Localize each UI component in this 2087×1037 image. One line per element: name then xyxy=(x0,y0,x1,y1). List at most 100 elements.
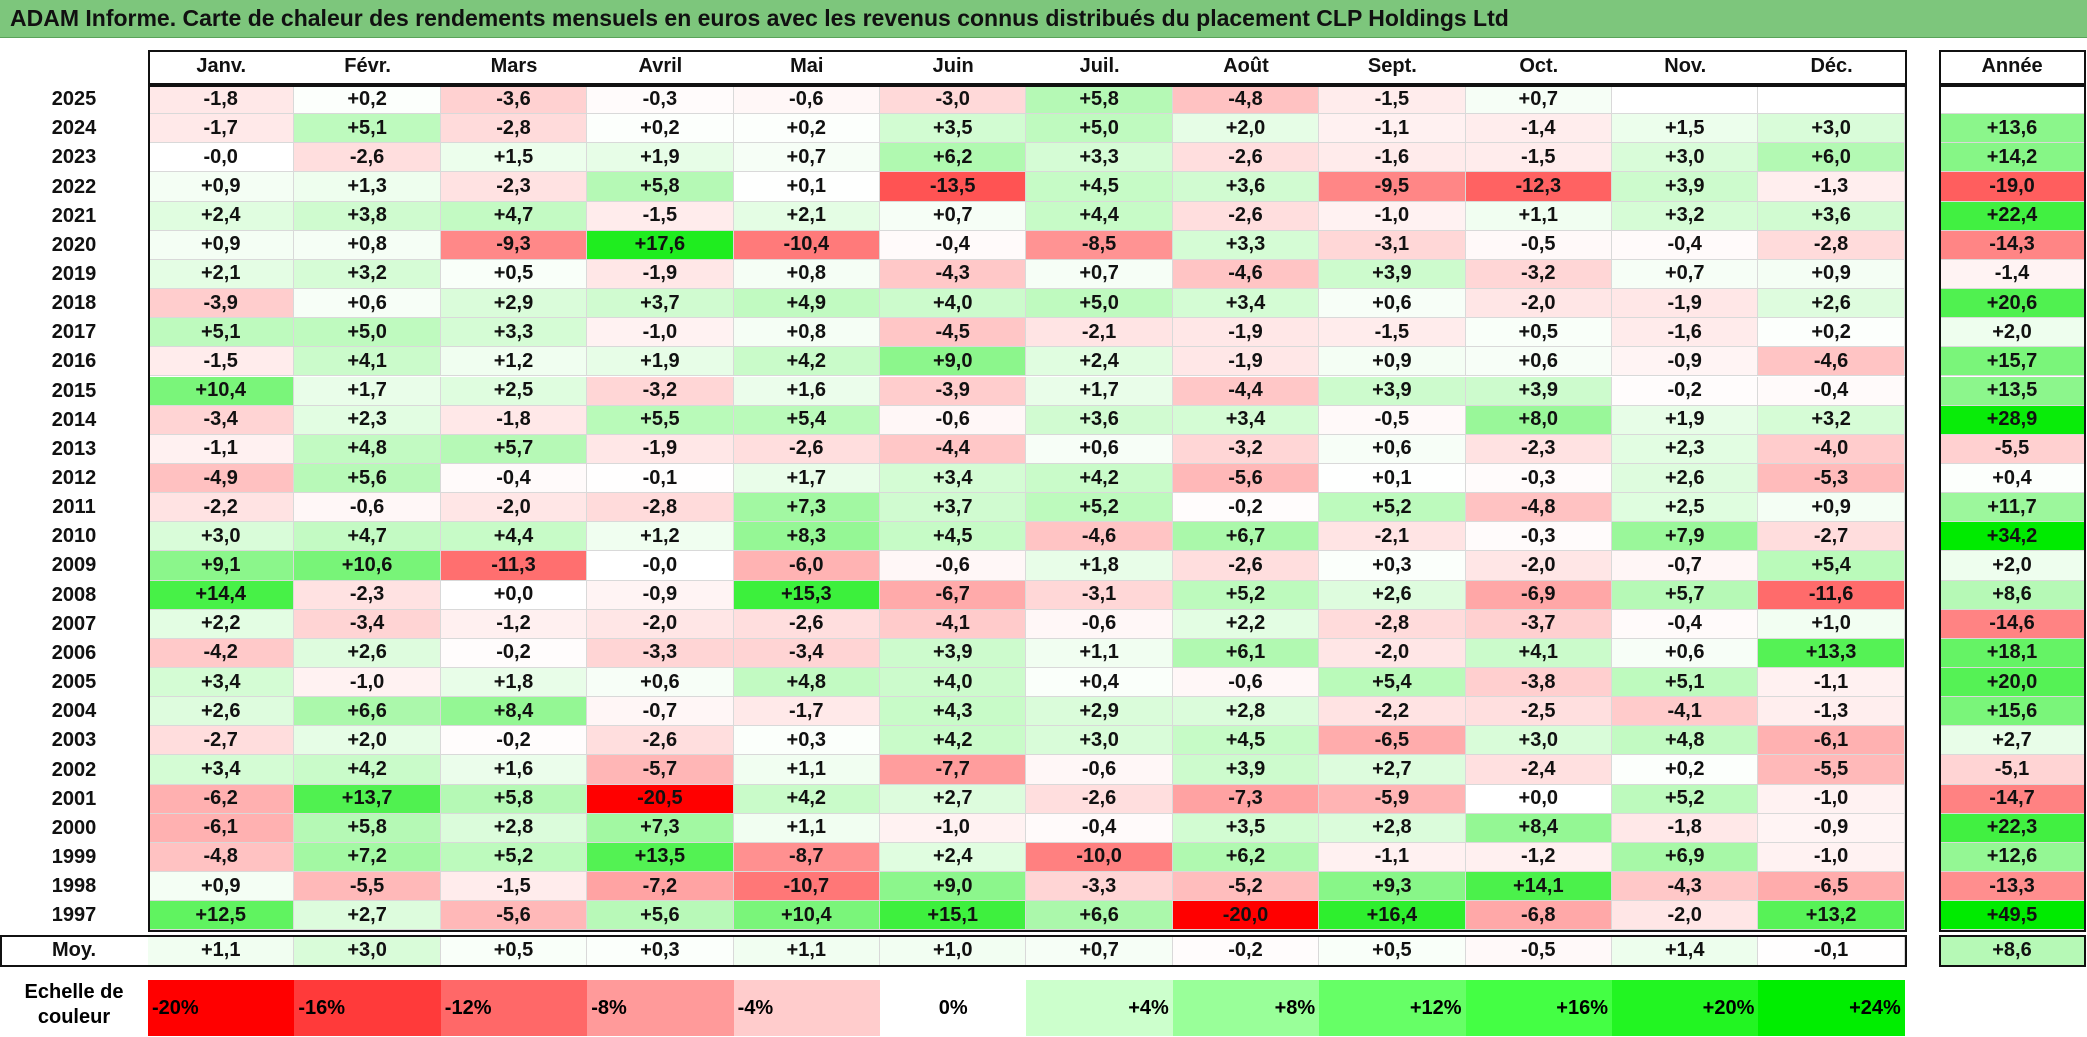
heatmap-cell: +8,3 xyxy=(733,522,880,552)
heatmap-cell: +2,4 xyxy=(1026,347,1173,377)
heatmap-cell: -2,8 xyxy=(587,493,734,523)
heatmap-cell: +4,2 xyxy=(294,755,441,785)
heatmap-cell: +7,2 xyxy=(294,842,441,873)
heatmap-cell: +6,0 xyxy=(1758,143,1905,173)
heatmap-cell: +4,5 xyxy=(1026,172,1173,202)
year-label: 1997 xyxy=(51,904,97,927)
heatmap-cell: +0,4 xyxy=(1026,668,1173,698)
heatmap-cell: +2,3 xyxy=(294,405,441,435)
heatmap-cell: -3,3 xyxy=(1026,872,1173,902)
average-cell: +0,7 xyxy=(1026,935,1173,965)
heatmap-cell: -0,7 xyxy=(1612,551,1759,581)
heatmap-cell: +0,7 xyxy=(1465,85,1612,115)
heatmap-cell: +0,6 xyxy=(1319,434,1466,464)
heatmap-cell: +2,8 xyxy=(440,813,588,843)
heatmap-cell: +0,6 xyxy=(587,668,734,698)
heatmap-cell: +4,4 xyxy=(1026,201,1173,231)
heatmap-cell: -0,6 xyxy=(880,405,1027,435)
heatmap-cell: +3,9 xyxy=(1319,259,1466,290)
heatmap-cell: +5,1 xyxy=(1612,668,1759,698)
heatmap-cell: -1,0 xyxy=(1758,842,1905,873)
heatmap-cell: +5,2 xyxy=(1026,493,1173,523)
heatmap-cell: -1,9 xyxy=(1172,318,1320,348)
heatmap-cell: -3,0 xyxy=(880,85,1027,115)
heatmap-cell: -2,2 xyxy=(1319,697,1466,727)
heatmap-cell: -20,5 xyxy=(587,784,734,814)
annual-cell: +20,0 xyxy=(1939,668,2085,698)
heatmap-cell: +2,0 xyxy=(294,726,441,756)
heatmap-cell: -3,7 xyxy=(1465,609,1612,639)
annual-cell: +2,0 xyxy=(1939,551,2085,581)
heatmap-cell: +0,7 xyxy=(1026,259,1173,290)
heatmap-cell: -2,6 xyxy=(1172,201,1320,231)
heatmap-cell: +17,6 xyxy=(587,230,734,260)
heatmap-cell: -0,6 xyxy=(294,493,441,523)
heatmap-cell: -2,1 xyxy=(1026,318,1173,348)
year-label: 1999 xyxy=(51,845,97,868)
heatmap-cell: +1,2 xyxy=(440,347,588,377)
heatmap-cell: +10,4 xyxy=(148,376,295,406)
heatmap-cell: -7,2 xyxy=(587,872,734,902)
heatmap-cell: -2,6 xyxy=(587,726,734,756)
annual-cell: +28,9 xyxy=(1939,405,2085,435)
heatmap-cell: +2,7 xyxy=(294,901,441,931)
heatmap-cell: -4,4 xyxy=(1172,376,1320,406)
column-header: Févr. xyxy=(344,55,391,77)
heatmap-cell: +0,9 xyxy=(1758,493,1905,523)
column-header: Mai xyxy=(790,55,824,77)
heatmap-cell: +3,4 xyxy=(1172,289,1320,319)
heatmap-cell: +0,8 xyxy=(733,259,880,290)
heatmap-cell: +0,2 xyxy=(1758,318,1905,348)
annual-cell: +0,4 xyxy=(1939,463,2085,494)
heatmap-cell: -3,4 xyxy=(733,638,880,668)
heatmap-cell: +0,9 xyxy=(148,172,295,202)
heatmap-cell: -4,1 xyxy=(880,609,1027,639)
heatmap-cell: +1,9 xyxy=(587,347,734,377)
heatmap-cell: +0,1 xyxy=(1319,463,1466,494)
heatmap-cell: -1,9 xyxy=(587,259,734,290)
heatmap-cell: +2,1 xyxy=(148,259,295,290)
average-annual-cell: +8,6 xyxy=(1939,935,2085,965)
heatmap-cell: +1,3 xyxy=(294,172,441,202)
year-label: 2010 xyxy=(51,525,97,548)
heatmap-cell: -11,3 xyxy=(440,551,588,581)
heatmap-cell: +13,2 xyxy=(1758,901,1905,931)
heatmap-cell: -4,6 xyxy=(1758,347,1905,377)
heatmap-cell: +5,8 xyxy=(587,172,734,202)
annual-cell: +13,6 xyxy=(1939,114,2085,144)
heatmap-cell: -9,3 xyxy=(440,230,588,260)
heatmap-cell: -4,6 xyxy=(1172,259,1320,290)
heatmap-cell: +13,3 xyxy=(1758,638,1905,668)
heatmap-cell: +3,0 xyxy=(1465,726,1612,756)
heatmap-cell: +0,6 xyxy=(1612,638,1759,668)
heatmap-cell: +0,2 xyxy=(733,114,880,144)
heatmap-cell: +2,8 xyxy=(1172,697,1320,727)
heatmap-cell: +5,8 xyxy=(1026,85,1173,115)
heatmap-cell: +10,4 xyxy=(733,901,880,931)
heatmap-cell: -2,3 xyxy=(294,580,441,610)
heatmap-cell: +2,6 xyxy=(1758,289,1905,319)
column-header: Sept. xyxy=(1367,55,1417,77)
year-label: 1998 xyxy=(51,875,97,898)
heatmap-cell: -5,9 xyxy=(1319,784,1466,814)
heatmap-cell: -0,4 xyxy=(440,463,588,494)
average-cell: +1,4 xyxy=(1612,935,1759,965)
heatmap-cell: +5,2 xyxy=(1172,580,1320,610)
heatmap-cell: -0,4 xyxy=(1758,376,1905,406)
heatmap-cell: -1,3 xyxy=(1758,697,1905,727)
average-cell: +1,1 xyxy=(148,935,295,965)
heatmap-cell: -4,3 xyxy=(880,259,1027,290)
heatmap-cell: -5,6 xyxy=(1172,463,1320,494)
heatmap-cell: +5,0 xyxy=(294,318,441,348)
heatmap-cell: +4,8 xyxy=(294,434,441,464)
heatmap-cell: +2,6 xyxy=(148,697,295,727)
heatmap-cell: +1,1 xyxy=(1026,638,1173,668)
heatmap-cell: +4,1 xyxy=(1465,638,1612,668)
heatmap-cell: +2,6 xyxy=(294,638,441,668)
average-cell: +3,0 xyxy=(294,935,441,965)
heatmap-cell: +4,0 xyxy=(880,289,1027,319)
heatmap-cell: -6,2 xyxy=(148,784,295,814)
annual-cell: -14,3 xyxy=(1939,230,2085,260)
heatmap-cell: -11,6 xyxy=(1758,580,1905,610)
annual-cell: -5,1 xyxy=(1939,755,2085,785)
